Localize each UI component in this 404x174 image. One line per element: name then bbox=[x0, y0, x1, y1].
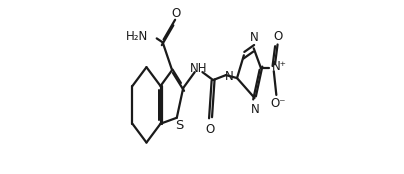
Text: N: N bbox=[225, 70, 234, 83]
Text: S: S bbox=[176, 119, 184, 132]
Text: H₂N: H₂N bbox=[126, 30, 148, 43]
Text: NH: NH bbox=[189, 62, 207, 75]
Text: O: O bbox=[274, 30, 283, 43]
Text: N: N bbox=[250, 103, 259, 116]
Text: O⁻: O⁻ bbox=[271, 97, 286, 110]
Text: O: O bbox=[205, 123, 214, 136]
Text: O: O bbox=[171, 7, 181, 20]
Text: N⁺: N⁺ bbox=[272, 60, 287, 73]
Text: N: N bbox=[250, 31, 259, 44]
